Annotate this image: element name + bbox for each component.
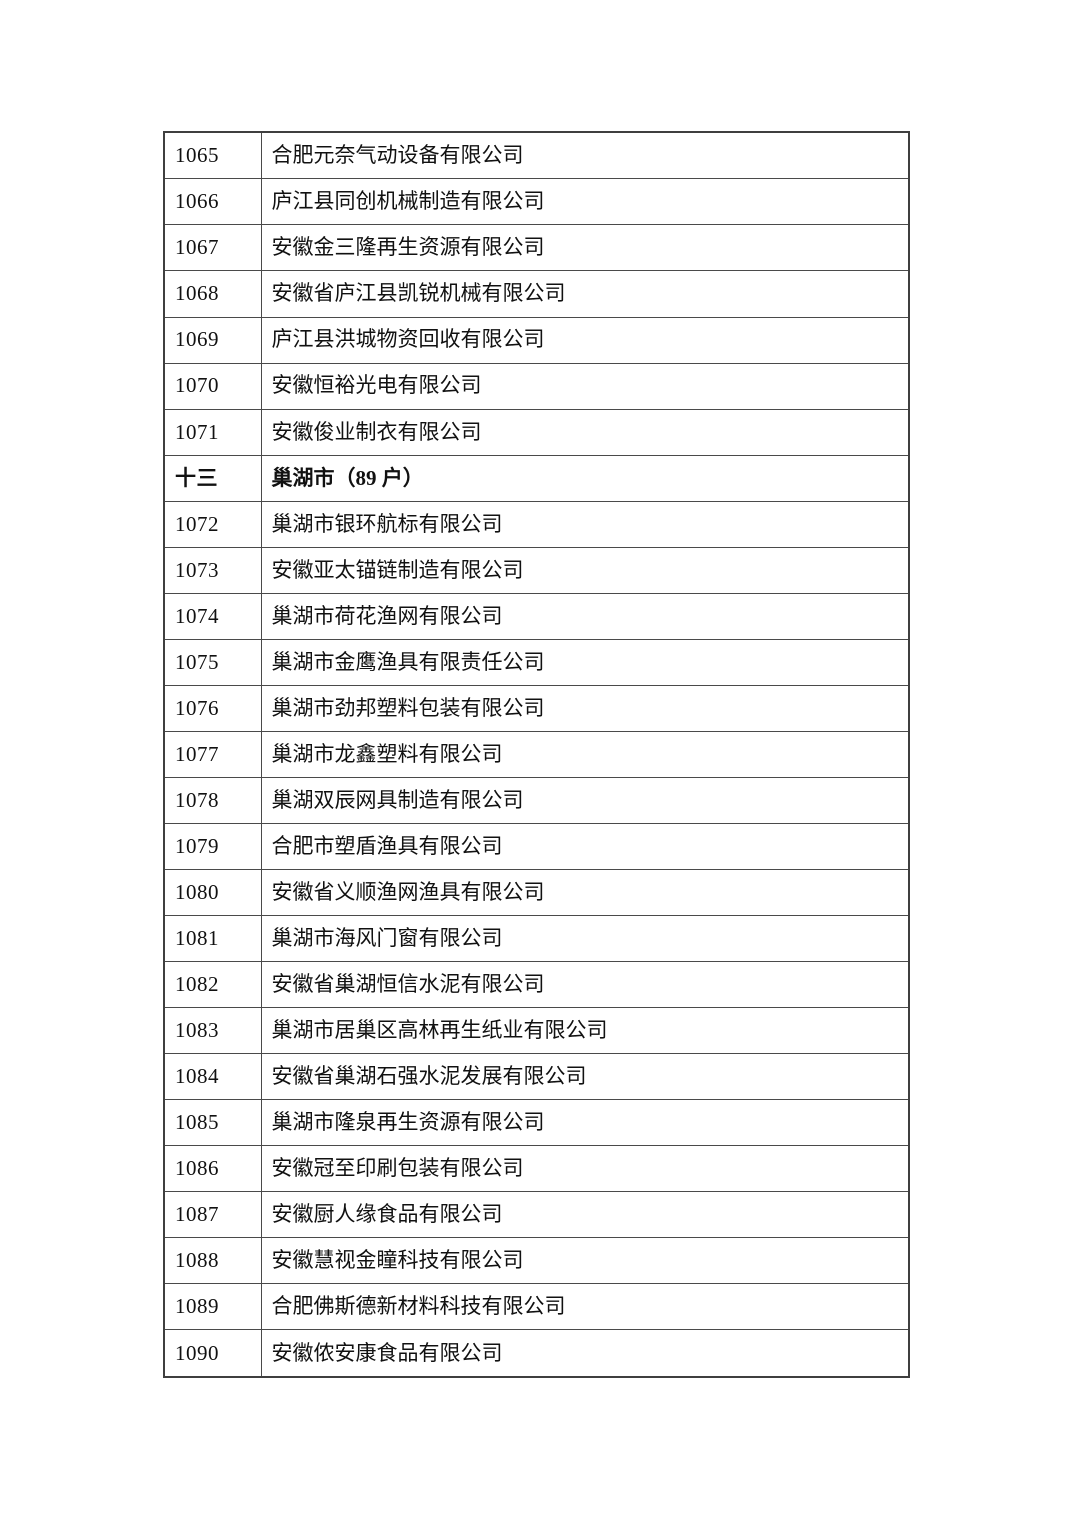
- table-row: 1070 安徽恒裕光电有限公司: [163, 362, 910, 410]
- table-row: 1069 庐江县洪城物资回收有限公司: [163, 316, 910, 364]
- table-row: 1068 安徽省庐江县凯锐机械有限公司: [163, 270, 910, 318]
- table-row: 1082 安徽省巢湖恒信水泥有限公司: [163, 960, 910, 1008]
- table-row: 1065 合肥元奈气动设备有限公司: [163, 131, 910, 180]
- serial-number-cell: 1067: [163, 224, 262, 272]
- serial-number-cell: 1086: [163, 1145, 262, 1193]
- company-name-cell: 庐江县同创机械制造有限公司: [260, 178, 910, 226]
- company-name-cell: 安徽亚太锚链制造有限公司: [260, 546, 910, 594]
- serial-number-cell: 1080: [163, 868, 262, 916]
- serial-number-cell: 1076: [163, 684, 262, 732]
- company-name-cell: 安徽冠至印刷包装有限公司: [260, 1145, 910, 1193]
- company-name-cell: 巢湖市龙鑫塑料有限公司: [260, 730, 910, 778]
- serial-number-cell: 1090: [163, 1329, 262, 1378]
- serial-number-cell: 1070: [163, 362, 262, 410]
- serial-number-cell: 1089: [163, 1283, 262, 1331]
- serial-number-cell: 1085: [163, 1099, 262, 1147]
- serial-number-cell: 1088: [163, 1237, 262, 1285]
- table-row: 1073 安徽亚太锚链制造有限公司: [163, 546, 910, 594]
- table-row: 1080 安徽省义顺渔网渔具有限公司: [163, 868, 910, 916]
- table-row: 1090 安徽侬安康食品有限公司: [163, 1329, 910, 1378]
- company-name-cell: 安徽金三隆再生资源有限公司: [260, 224, 910, 272]
- company-name-cell: 巢湖市海风门窗有限公司: [260, 914, 910, 962]
- serial-number-cell: 1079: [163, 822, 262, 870]
- company-name-cell: 安徽省庐江县凯锐机械有限公司: [260, 270, 910, 318]
- company-table-body: 1065 合肥元奈气动设备有限公司 1066 庐江县同创机械制造有限公司 106…: [163, 131, 910, 1378]
- company-name-cell: 安徽恒裕光电有限公司: [260, 362, 910, 410]
- company-name-cell: 巢湖市隆泉再生资源有限公司: [260, 1099, 910, 1147]
- serial-number-cell: 1068: [163, 270, 262, 318]
- serial-number-cell: 1071: [163, 408, 262, 456]
- company-name-cell: 巢湖市金鹰渔具有限责任公司: [260, 638, 910, 686]
- table-row: 1078 巢湖双辰网具制造有限公司: [163, 776, 910, 824]
- company-name-cell: 巢湖市荷花渔网有限公司: [260, 592, 910, 640]
- table-row: 1066 庐江县同创机械制造有限公司: [163, 178, 910, 226]
- company-table: 1065 合肥元奈气动设备有限公司 1066 庐江县同创机械制造有限公司 106…: [163, 131, 910, 1378]
- company-name-cell: 安徽省巢湖恒信水泥有限公司: [260, 960, 910, 1008]
- table-row: 1072 巢湖市银环航标有限公司: [163, 500, 910, 548]
- table-row: 1088 安徽慧视金瞳科技有限公司: [163, 1237, 910, 1285]
- table-row: 1077 巢湖市龙鑫塑料有限公司: [163, 730, 910, 778]
- serial-number-cell: 1065: [163, 131, 262, 180]
- serial-number-cell: 1087: [163, 1191, 262, 1239]
- table-row: 1071 安徽俊业制衣有限公司: [163, 408, 910, 456]
- company-name-cell: 巢湖市劲邦塑料包装有限公司: [260, 684, 910, 732]
- section-header-row: 十三 巢湖市（89 户）: [163, 454, 910, 502]
- company-name-cell: 合肥元奈气动设备有限公司: [260, 131, 910, 180]
- company-name-cell: 安徽省义顺渔网渔具有限公司: [260, 868, 910, 916]
- company-name-cell: 安徽厨人缘食品有限公司: [260, 1191, 910, 1239]
- company-name-cell: 安徽侬安康食品有限公司: [260, 1329, 910, 1378]
- serial-number-cell: 1084: [163, 1053, 262, 1101]
- serial-number-cell: 1073: [163, 546, 262, 594]
- company-name-cell: 合肥市塑盾渔具有限公司: [260, 822, 910, 870]
- company-name-cell: 巢湖市居巢区高林再生纸业有限公司: [260, 1006, 910, 1055]
- table-row: 1085 巢湖市隆泉再生资源有限公司: [163, 1099, 910, 1147]
- table-row: 1086 安徽冠至印刷包装有限公司: [163, 1145, 910, 1193]
- company-table-container: 1065 合肥元奈气动设备有限公司 1066 庐江县同创机械制造有限公司 106…: [163, 131, 910, 1378]
- serial-number-cell: 1074: [163, 592, 262, 640]
- table-row: 1087 安徽厨人缘食品有限公司: [163, 1191, 910, 1239]
- company-name-cell: 巢湖市（89 户）: [260, 454, 910, 502]
- table-row: 1074 巢湖市荷花渔网有限公司: [163, 592, 910, 640]
- company-name-cell: 安徽省巢湖石强水泥发展有限公司: [260, 1053, 910, 1101]
- company-name-cell: 巢湖双辰网具制造有限公司: [260, 776, 910, 824]
- company-name-cell: 合肥佛斯德新材料科技有限公司: [260, 1283, 910, 1331]
- table-row: 1075 巢湖市金鹰渔具有限责任公司: [163, 638, 910, 686]
- serial-number-cell: 十三: [163, 454, 262, 502]
- serial-number-cell: 1066: [163, 178, 262, 226]
- company-name-cell: 巢湖市银环航标有限公司: [260, 500, 910, 548]
- table-row: 1079 合肥市塑盾渔具有限公司: [163, 822, 910, 870]
- serial-number-cell: 1078: [163, 776, 262, 824]
- serial-number-cell: 1083: [163, 1006, 262, 1055]
- table-row: 1083 巢湖市居巢区高林再生纸业有限公司: [163, 1006, 910, 1055]
- serial-number-cell: 1069: [163, 316, 262, 364]
- serial-number-cell: 1082: [163, 960, 262, 1008]
- company-name-cell: 庐江县洪城物资回收有限公司: [260, 316, 910, 364]
- table-row: 1081 巢湖市海风门窗有限公司: [163, 914, 910, 962]
- serial-number-cell: 1077: [163, 730, 262, 778]
- company-name-cell: 安徽俊业制衣有限公司: [260, 408, 910, 456]
- serial-number-cell: 1081: [163, 914, 262, 962]
- table-row: 1067 安徽金三隆再生资源有限公司: [163, 224, 910, 272]
- serial-number-cell: 1072: [163, 500, 262, 548]
- serial-number-cell: 1075: [163, 638, 262, 686]
- table-row: 1076 巢湖市劲邦塑料包装有限公司: [163, 684, 910, 732]
- table-row: 1084 安徽省巢湖石强水泥发展有限公司: [163, 1053, 910, 1101]
- table-row: 1089 合肥佛斯德新材料科技有限公司: [163, 1283, 910, 1331]
- company-name-cell: 安徽慧视金瞳科技有限公司: [260, 1237, 910, 1285]
